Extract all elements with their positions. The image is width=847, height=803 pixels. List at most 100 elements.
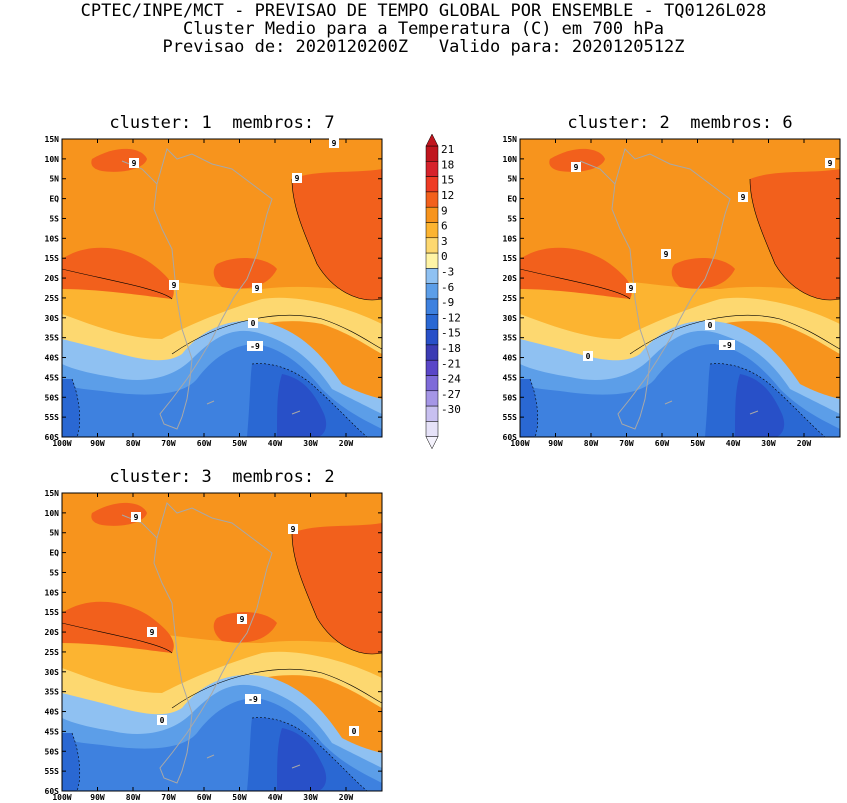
colorbar-top-arrow [425, 133, 439, 147]
lat-tick-label: 10N [45, 509, 60, 518]
lat-tick-label: 30S [503, 314, 518, 323]
lat-tick-label: 30S [45, 314, 60, 323]
colorbar-label: 12 [441, 189, 454, 202]
lat-tick-label: 10S [503, 234, 518, 243]
lon-tick-label: 80W [126, 793, 141, 802]
colorbar-swatch [425, 390, 439, 407]
header-line-2: Cluster Medio para a Temperatura (C) em … [182, 19, 665, 39]
contour-label: 9 [291, 525, 296, 534]
lon-tick-label: 80W [584, 439, 599, 448]
lat-tick-label: 5N [507, 175, 517, 184]
lat-tick-label: 35S [45, 334, 60, 343]
lon-tick-label: 100W [52, 439, 71, 448]
lat-tick-label: 30S [45, 668, 60, 677]
contour-label: 9 [664, 250, 669, 259]
colorbar-swatch [425, 375, 439, 392]
contour-label: 0 [586, 352, 591, 361]
colorbar-label: 3 [441, 235, 448, 248]
colorbar-swatch [425, 283, 439, 300]
colorbar: 21 18 15 12 9 6 3 0 -3 -6 -9 -12 -15 -18 -21 -24 -27 -30 [425, 133, 461, 450]
contour-label: 9 [134, 513, 139, 522]
lon-tick-label: 30W [303, 793, 318, 802]
contour-label: -9 [250, 342, 260, 351]
lat-tick-label: 15S [503, 254, 518, 263]
lat-tick-label: 5N [49, 175, 59, 184]
contour-label: 0 [251, 319, 256, 328]
lat-tick-label: 60S [503, 433, 518, 442]
colorbar-swatch [425, 421, 439, 437]
lon-tick-label: 20W [797, 439, 812, 448]
lat-tick-label: 15N [503, 135, 518, 144]
lat-tick-label: 35S [45, 688, 60, 697]
lat-tick-label: 50S [503, 393, 518, 402]
lon-tick-label: 60W [655, 439, 670, 448]
lat-tick-label: 45S [503, 373, 518, 382]
lon-tick-label: 60W [197, 793, 212, 802]
lon-tick-label: 100W [510, 439, 529, 448]
contour-label: -9 [722, 341, 732, 350]
colorbar-label: -9 [441, 296, 454, 309]
contour-label: 9 [574, 163, 579, 172]
colorbar-label: 9 [441, 204, 448, 217]
lon-tick-label: 90W [90, 793, 105, 802]
lon-tick-label: 50W [232, 793, 247, 802]
contour-label: 9 [132, 159, 137, 168]
colorbar-swatch [425, 298, 439, 315]
colorbar-swatch [425, 145, 439, 162]
colorbar-swatch [425, 344, 439, 361]
colorbar-label: -21 [441, 357, 461, 370]
lat-tick-label: 40S [503, 354, 518, 363]
colorbar-swatch [425, 252, 439, 269]
contour-label: 9 [741, 193, 746, 202]
lon-tick-label: 70W [619, 439, 634, 448]
lat-tick-label: 5S [49, 568, 59, 577]
contour-label: 9 [255, 284, 260, 293]
lon-tick-label: 70W [161, 439, 176, 448]
lat-tick-label: 40S [45, 708, 60, 717]
lat-tick-label: 10S [45, 234, 60, 243]
lat-tick-label: 45S [45, 373, 60, 382]
lat-tick-label: 15S [45, 608, 60, 617]
panel-1-title: cluster: 1 membros: 7 [109, 113, 335, 133]
contour-label: 9 [828, 159, 833, 168]
colorbar-label: 6 [441, 220, 448, 233]
lat-tick-label: 20S [503, 274, 518, 283]
colorbar-label: 15 [441, 174, 454, 187]
colorbar-label: -18 [441, 342, 461, 355]
panel-3-title: cluster: 3 membros: 2 [109, 467, 335, 487]
lon-tick-label: 60W [197, 439, 212, 448]
lat-tick-label: 25S [45, 294, 60, 303]
colorbar-label: -3 [441, 265, 454, 278]
lat-tick-label: 10N [45, 155, 60, 164]
colorbar-label: 21 [441, 143, 454, 156]
lat-tick-label: 55S [503, 413, 518, 422]
lon-tick-label: 20W [339, 439, 354, 448]
lat-tick-label: EQ [507, 195, 517, 204]
colorbar-swatch [425, 268, 439, 284]
lon-tick-label: 70W [161, 793, 176, 802]
lat-tick-label: 20S [45, 628, 60, 637]
lat-tick-label: 15S [45, 254, 60, 263]
lat-tick-label: 50S [45, 393, 60, 402]
lat-tick-label: 55S [45, 413, 60, 422]
colorbar-swatch [425, 191, 439, 208]
lat-tick-label: 25S [45, 648, 60, 657]
colorbar-label: 18 [441, 158, 454, 171]
lon-tick-label: 80W [126, 439, 141, 448]
colorbar-swatch [425, 405, 439, 422]
panel-2-title: cluster: 2 membros: 6 [567, 113, 793, 133]
colorbar-label: -6 [441, 281, 454, 294]
colorbar-label: -24 [441, 373, 461, 386]
colorbar-label: -30 [441, 403, 461, 416]
contour-label: 9 [332, 139, 337, 148]
colorbar-swatch [425, 176, 439, 193]
lon-tick-label: 20W [339, 793, 354, 802]
lon-tick-label: 50W [690, 439, 705, 448]
lon-tick-label: 40W [726, 439, 741, 448]
contour-label: -9 [248, 695, 258, 704]
colorbar-label: -12 [441, 311, 461, 324]
contour-label: 9 [150, 628, 155, 637]
colorbar-swatch [425, 329, 439, 346]
lat-tick-label: 15N [45, 135, 60, 144]
